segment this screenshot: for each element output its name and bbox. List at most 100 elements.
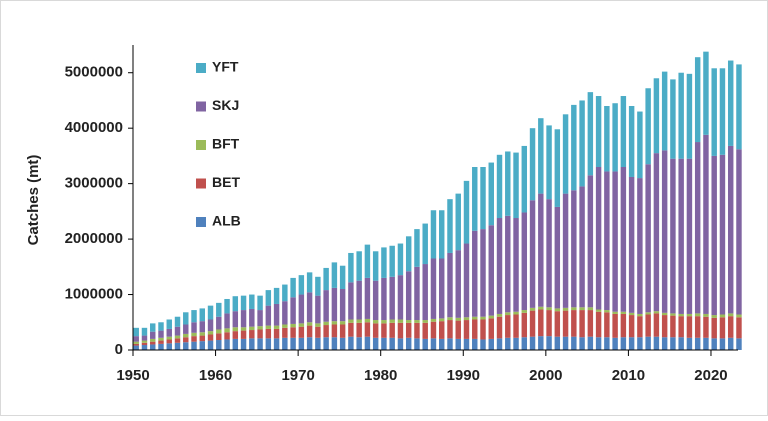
bar-segment [463,180,470,244]
bar-segment [273,303,280,326]
bar-segment [240,310,247,328]
bar-segment [389,319,395,323]
bar-segment [529,336,536,350]
bar-segment [595,311,602,338]
bar-segment [661,150,668,313]
bar-segment [538,309,544,337]
bar-segment [736,149,742,315]
bar-segment [381,323,387,338]
bar-segment [455,193,461,251]
bar-segment [183,337,189,343]
bar-segment [727,337,734,350]
bar-segment [207,305,214,320]
bar-segment [595,96,602,167]
y-tick-label: 5000000 [65,64,123,81]
bar-segment [562,114,569,194]
x-tick-label: 2020 [694,367,727,384]
bar-segment [703,134,709,314]
y-tick-label: 1000000 [65,286,123,303]
bar-segment [719,154,726,315]
y-tick-label: 4000000 [65,119,123,136]
bar-segment [678,316,684,338]
bar-segment [612,103,618,172]
bar-segment [637,111,643,179]
bar-segment [554,336,561,350]
bar-segment [356,251,362,281]
bar-segment [711,155,717,316]
bar-segment [736,317,742,339]
bar-segment [191,341,197,350]
bar-segment [529,128,536,201]
bar-segment [447,338,453,350]
bar-segment [405,320,412,323]
bar-segment [348,322,354,337]
bar-segment [273,287,280,304]
bar-segment [686,316,693,338]
bar-segment [174,316,181,327]
bar-segment [480,229,486,317]
bar-segment [364,277,371,319]
bar-segment [158,337,164,341]
bar-segment [694,57,701,143]
bar-segment [571,307,577,311]
bar-segment [166,328,172,337]
bar-segment [620,96,627,167]
bar-segment [628,315,635,338]
bar-segment [546,125,552,200]
bar-segment [447,317,453,321]
bar-segment [331,321,338,325]
bar-segment [562,336,569,350]
bar-segment [348,252,354,283]
bar-segment [645,312,651,315]
bar-segment [719,317,726,339]
bar-segment [463,243,470,318]
bar-segment [439,210,445,259]
x-tick-label: 1950 [116,367,149,384]
legend-label: SKJ [212,97,239,113]
bar-segment [661,315,668,338]
bar-segment [141,345,148,350]
bar-segment [306,337,313,350]
bar-segment [455,338,461,350]
bar-segment [298,323,305,327]
bar-segment [323,290,329,322]
bar-segment [207,331,214,335]
bar-segment [133,336,139,342]
bar-segment [323,321,329,326]
bar-segment [364,244,371,278]
legend-swatch [196,63,206,73]
bar-segment [595,309,602,312]
bar-segment [612,337,618,350]
bar-segment [645,336,651,350]
bar-segment [298,326,305,338]
bar-segment [686,73,693,159]
bar-segment [488,225,494,316]
bar-segment [290,323,296,328]
bar-segment [323,337,329,350]
bar-segment [331,262,338,288]
bar-segment [439,318,445,322]
legend-swatch [196,178,206,189]
bar-segment [265,290,272,306]
bar-segment [207,334,214,341]
bar-segment [191,310,197,323]
bar-segment [199,308,206,322]
bar-segment [587,307,594,311]
bar-segment [554,311,561,337]
bar-segment [414,322,420,339]
legend-label: ALB [212,213,241,229]
bar-segment [430,258,437,319]
bar-segment [703,337,709,350]
x-tick-label: 1990 [447,367,480,384]
bar-segment [199,321,206,333]
bar-segment [678,337,684,350]
bar-segment [612,311,618,314]
bar-segment [579,307,585,311]
bar-segment [150,341,156,345]
bar-segment [405,337,412,350]
bar-segment [331,324,338,338]
bar-segment [678,158,684,314]
bar-segment [257,338,263,350]
bar-segment [191,322,197,333]
